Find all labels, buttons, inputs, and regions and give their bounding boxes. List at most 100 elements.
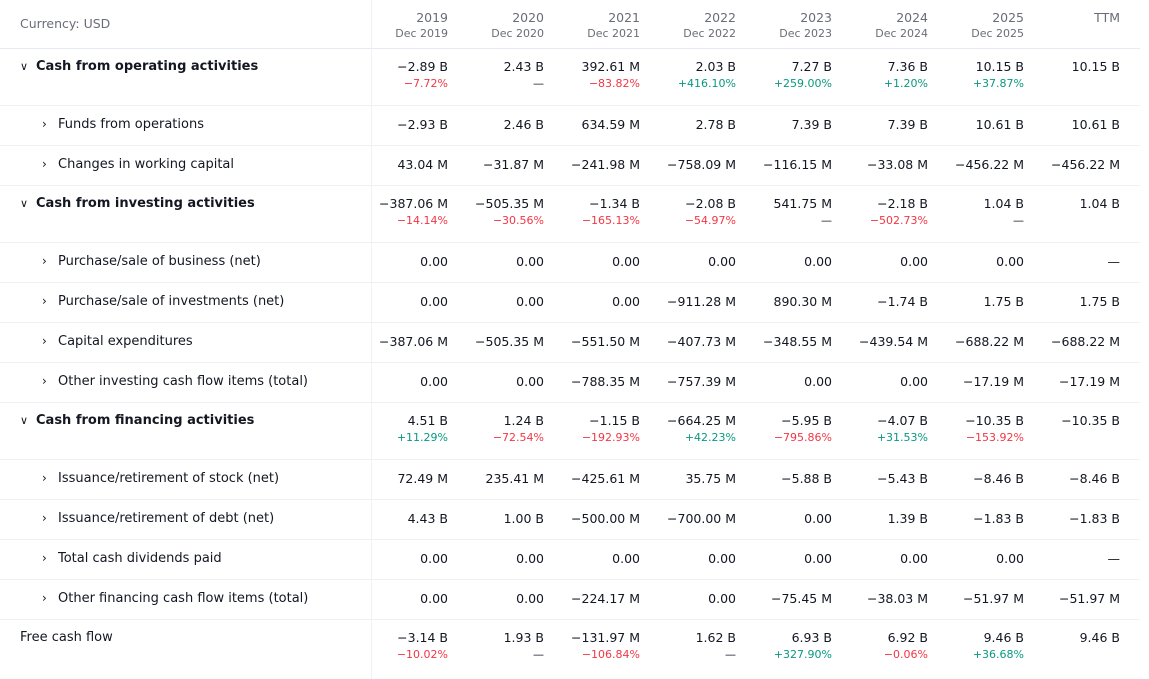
cell-value: 0.00 (708, 254, 736, 269)
row-label: Cash from operating activities (36, 59, 259, 74)
cell-value: −1.83 B (973, 511, 1024, 526)
cell-change-percent: −7.72% (403, 77, 448, 90)
cell-value: 7.36 B (887, 59, 928, 74)
chevron-right-icon[interactable]: › (42, 157, 47, 171)
cell-value: 7.27 B (791, 59, 832, 74)
row-purchase-sale-of-investments[interactable]: › Purchase/sale of investments (net) 0.00 0… (0, 283, 1140, 323)
cell-change-percent: +36.68% (972, 648, 1024, 661)
cell-value: −2.08 B (685, 196, 736, 211)
cell-change-percent: — (821, 214, 832, 227)
cell-value: 1.62 B (695, 630, 736, 645)
cell-value: 0.00 (516, 254, 544, 269)
cell-value: 2.78 B (695, 117, 736, 132)
chevron-right-icon[interactable]: › (42, 511, 47, 525)
row-label: Free cash flow (20, 630, 113, 645)
cell-change-percent: +31.53% (876, 431, 928, 444)
cell-change-percent: +1.20% (883, 77, 928, 90)
row-free-cash-flow: Free cash flow −3.14 B 1.93 B −131.97 M 1.62… (0, 620, 1140, 676)
chevron-down-icon[interactable]: ∨ (20, 197, 29, 210)
column-year: 2025 (992, 10, 1024, 25)
cell-value: 0.00 (612, 294, 640, 309)
cell-value: 9.46 B (1079, 630, 1120, 645)
cell-value: 0.00 (516, 591, 544, 606)
cell-change-percent: −30.56% (492, 214, 544, 227)
row-operating[interactable]: ∨ Cash from operating activities −2.89 B 2.… (0, 49, 1140, 106)
chevron-right-icon[interactable]: › (42, 334, 47, 348)
chevron-right-icon[interactable]: › (42, 591, 47, 605)
cell-value: 0.00 (996, 551, 1024, 566)
cell-value: 9.46 B (983, 630, 1024, 645)
cell-value: −17.19 M (962, 374, 1024, 389)
chevron-down-icon[interactable]: ∨ (20, 60, 29, 73)
row-issuance-retirement-of-stock[interactable]: › Issuance/retirement of stock (net) 72.49… (0, 460, 1140, 500)
cell-value: −1.15 B (589, 413, 640, 428)
cell-value: 1.93 B (503, 630, 544, 645)
cell-value: 0.00 (708, 551, 736, 566)
cell-change-percent: +11.29% (396, 431, 448, 444)
cell-value: 4.43 B (407, 511, 448, 526)
cell-value: −10.35 B (965, 413, 1024, 428)
row-label: Issuance/retirement of debt (net) (58, 511, 275, 526)
row-investing[interactable]: ∨ Cash from investing activities −387.06 M… (0, 186, 1140, 243)
row-issuance-retirement-of-debt[interactable]: › Issuance/retirement of debt (net) 4.43 B… (0, 500, 1140, 540)
chevron-right-icon[interactable]: › (42, 117, 47, 131)
cell-value: −688.22 M (955, 334, 1024, 349)
chevron-right-icon[interactable]: › (42, 254, 47, 268)
column-year: 2019 (416, 10, 448, 25)
cell-value: −2.93 B (397, 117, 448, 132)
chevron-right-icon[interactable]: › (42, 551, 47, 565)
cell-change-percent: — (533, 648, 544, 661)
row-capital-expenditures[interactable]: › Capital expenditures −387.06 M −505.35 M −… (0, 323, 1140, 363)
cell-value: 1.04 B (1079, 196, 1120, 211)
cell-value: −1.34 B (589, 196, 640, 211)
cell-change-percent: −795.86% (773, 431, 832, 444)
cell-value: 0.00 (420, 374, 448, 389)
column-year: TTM (1094, 10, 1120, 25)
cell-value: 10.61 B (975, 117, 1024, 132)
cell-value: −911.28 M (667, 294, 736, 309)
cell-value: −505.35 M (475, 334, 544, 349)
column-date: Dec 2019 (395, 27, 448, 40)
row-total-cash-dividends[interactable]: › Total cash dividends paid 0.00 0.00 0.00 0.… (0, 540, 1140, 580)
chevron-right-icon[interactable]: › (42, 374, 47, 388)
cell-value: −407.73 M (667, 334, 736, 349)
row-label: Issuance/retirement of stock (net) (58, 471, 280, 486)
cell-value: 0.00 (804, 551, 832, 566)
cell-change-percent: −502.73% (869, 214, 928, 227)
cell-value: 6.93 B (791, 630, 832, 645)
column-date: Dec 2021 (587, 27, 640, 40)
row-label: Purchase/sale of business (net) (58, 254, 261, 269)
cell-change-percent: −72.54% (492, 431, 544, 444)
row-changes-in-working-capital[interactable]: › Changes in working capital 43.04 M −31.87… (0, 146, 1140, 186)
cell-value: −700.00 M (667, 511, 736, 526)
row-other-financing-items[interactable]: › Other financing cash flow items (total)… (0, 580, 1140, 620)
cell-value: −456.22 M (955, 157, 1024, 172)
cell-value: −387.06 M (379, 334, 448, 349)
row-purchase-sale-of-business[interactable]: › Purchase/sale of business (net) 0.00 0.00… (0, 243, 1140, 283)
column-year: 2020 (512, 10, 544, 25)
cell-value: −5.43 B (877, 471, 928, 486)
cell-value: 0.00 (420, 254, 448, 269)
cell-value: — (1107, 551, 1121, 566)
row-funds-from-operations[interactable]: › Funds from operations −2.93 B 2.46 B 634.5… (0, 106, 1140, 146)
chevron-right-icon[interactable]: › (42, 294, 47, 308)
cell-value: −439.54 M (859, 334, 928, 349)
cell-value: 0.00 (996, 254, 1024, 269)
cell-value: 0.00 (516, 374, 544, 389)
cell-value: −2.89 B (397, 59, 448, 74)
cell-value: 0.00 (612, 551, 640, 566)
cell-value: 0.00 (804, 254, 832, 269)
cell-value: −1.83 B (1069, 511, 1120, 526)
row-financing[interactable]: ∨ Cash from financing activities 4.51 B 1.2… (0, 403, 1140, 460)
chevron-down-icon[interactable]: ∨ (20, 414, 29, 427)
row-other-investing-items[interactable]: › Other investing cash flow items (total)… (0, 363, 1140, 403)
cell-change-percent: — (533, 77, 544, 90)
cell-value: −5.95 B (781, 413, 832, 428)
cell-value: 10.15 B (975, 59, 1024, 74)
column-year: 2024 (896, 10, 928, 25)
cell-value: 2.46 B (503, 117, 544, 132)
cell-value: 6.92 B (887, 630, 928, 645)
cell-value: 72.49 M (397, 471, 448, 486)
chevron-right-icon[interactable]: › (42, 471, 47, 485)
